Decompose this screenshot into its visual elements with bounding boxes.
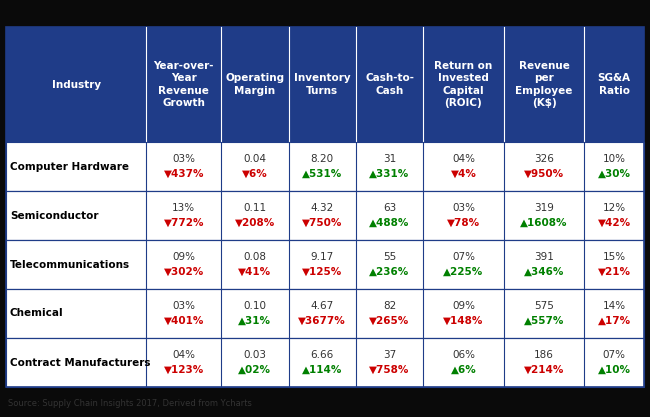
Text: 55: 55 xyxy=(383,252,396,262)
Text: 0.11: 0.11 xyxy=(243,203,266,213)
Text: ▲531%: ▲531% xyxy=(302,169,343,179)
Bar xyxy=(6,338,644,387)
Text: ▼4%: ▼4% xyxy=(450,169,476,179)
Text: 6.66: 6.66 xyxy=(311,350,334,360)
Text: ▲02%: ▲02% xyxy=(239,365,272,375)
Text: Year-over-
Year
Revenue
Growth: Year-over- Year Revenue Growth xyxy=(153,61,214,108)
Text: Semiconductor: Semiconductor xyxy=(10,211,99,221)
Text: ▲236%: ▲236% xyxy=(369,267,410,277)
Text: ▼6%: ▼6% xyxy=(242,169,268,179)
Text: 63: 63 xyxy=(383,203,396,213)
Text: 09%: 09% xyxy=(452,301,475,311)
Text: Revenue
per
Employee
(K$): Revenue per Employee (K$) xyxy=(515,61,573,108)
Text: ▼208%: ▼208% xyxy=(235,218,275,228)
Text: ▲557%: ▲557% xyxy=(524,316,564,326)
Text: Contract Manufacturers: Contract Manufacturers xyxy=(10,357,151,367)
Text: 0.04: 0.04 xyxy=(243,154,266,164)
Text: ▼123%: ▼123% xyxy=(164,365,204,375)
Text: ▲114%: ▲114% xyxy=(302,365,343,375)
Bar xyxy=(6,27,644,387)
Text: ▼950%: ▼950% xyxy=(524,169,564,179)
Text: 10%: 10% xyxy=(603,154,626,164)
Text: ▲331%: ▲331% xyxy=(369,169,410,179)
Text: Source: Supply Chain Insights 2017, Derived from Ycharts: Source: Supply Chain Insights 2017, Deri… xyxy=(8,399,252,407)
Bar xyxy=(6,289,644,338)
Text: ▲1608%: ▲1608% xyxy=(521,218,568,228)
Text: ▼302%: ▼302% xyxy=(164,267,204,277)
Text: ▲10%: ▲10% xyxy=(598,365,630,375)
Text: 04%: 04% xyxy=(452,154,475,164)
Text: 03%: 03% xyxy=(452,203,475,213)
Text: ▼750%: ▼750% xyxy=(302,218,343,228)
Bar xyxy=(6,240,644,289)
Text: 4.32: 4.32 xyxy=(311,203,334,213)
Text: Inventory
Turns: Inventory Turns xyxy=(294,73,350,95)
Text: Industry: Industry xyxy=(51,80,101,90)
Text: 31: 31 xyxy=(383,154,396,164)
Text: 04%: 04% xyxy=(172,350,195,360)
Text: 12%: 12% xyxy=(603,203,626,213)
Text: Return on
Invested
Capital
(ROIC): Return on Invested Capital (ROIC) xyxy=(434,61,493,108)
Text: ▼214%: ▼214% xyxy=(524,365,564,375)
Text: 319: 319 xyxy=(534,203,554,213)
Text: 9.17: 9.17 xyxy=(311,252,334,262)
Text: ▼41%: ▼41% xyxy=(239,267,272,277)
Text: Chemical: Chemical xyxy=(10,309,64,319)
Text: 326: 326 xyxy=(534,154,554,164)
Text: 03%: 03% xyxy=(172,301,195,311)
Text: 4.67: 4.67 xyxy=(311,301,334,311)
Text: 0.10: 0.10 xyxy=(243,301,266,311)
Text: ▼42%: ▼42% xyxy=(597,218,630,228)
Text: ▼772%: ▼772% xyxy=(164,218,204,228)
Text: ▲6%: ▲6% xyxy=(450,365,476,375)
Text: Cash-to-
Cash: Cash-to- Cash xyxy=(365,73,414,95)
Text: 06%: 06% xyxy=(452,350,475,360)
Text: 82: 82 xyxy=(383,301,396,311)
Text: ▼21%: ▼21% xyxy=(598,267,630,277)
Text: ▲30%: ▲30% xyxy=(598,169,630,179)
Text: ▲225%: ▲225% xyxy=(443,267,484,277)
Text: Computer Hardware: Computer Hardware xyxy=(10,161,129,171)
Text: 391: 391 xyxy=(534,252,554,262)
Text: 8.20: 8.20 xyxy=(311,154,333,164)
Text: ▲346%: ▲346% xyxy=(524,267,564,277)
Text: ▼437%: ▼437% xyxy=(164,169,204,179)
Bar xyxy=(6,191,644,240)
Text: 09%: 09% xyxy=(172,252,195,262)
Text: ▼125%: ▼125% xyxy=(302,267,343,277)
Text: ▼78%: ▼78% xyxy=(447,218,480,228)
Text: 0.08: 0.08 xyxy=(243,252,266,262)
Text: 37: 37 xyxy=(383,350,396,360)
Text: ▼3677%: ▼3677% xyxy=(298,316,346,326)
Text: 07%: 07% xyxy=(603,350,626,360)
Text: ▼265%: ▼265% xyxy=(369,316,410,326)
Text: 186: 186 xyxy=(534,350,554,360)
Text: 575: 575 xyxy=(534,301,554,311)
Bar xyxy=(6,27,644,142)
Text: ▲31%: ▲31% xyxy=(239,316,272,326)
Text: 07%: 07% xyxy=(452,252,475,262)
Text: 13%: 13% xyxy=(172,203,195,213)
Text: Operating
Margin: Operating Margin xyxy=(226,73,285,95)
Text: ▼401%: ▼401% xyxy=(164,316,204,326)
Text: ▲17%: ▲17% xyxy=(597,316,630,326)
Bar xyxy=(6,142,644,191)
Text: 14%: 14% xyxy=(603,301,626,311)
Text: 15%: 15% xyxy=(603,252,626,262)
Text: ▼148%: ▼148% xyxy=(443,316,484,326)
Text: Telecommunications: Telecommunications xyxy=(10,259,130,269)
Text: ▲488%: ▲488% xyxy=(369,218,410,228)
Text: 0.03: 0.03 xyxy=(243,350,266,360)
Text: ▼758%: ▼758% xyxy=(369,365,410,375)
Text: 03%: 03% xyxy=(172,154,195,164)
Text: SG&A
Ratio: SG&A Ratio xyxy=(598,73,630,95)
